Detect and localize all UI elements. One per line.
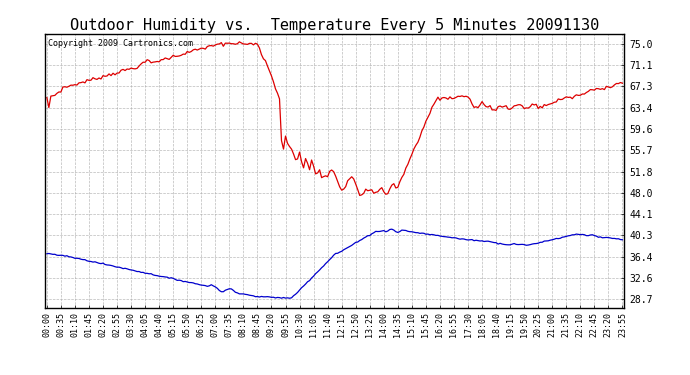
Title: Outdoor Humidity vs.  Temperature Every 5 Minutes 20091130: Outdoor Humidity vs. Temperature Every 5… [70, 18, 600, 33]
Text: Copyright 2009 Cartronics.com: Copyright 2009 Cartronics.com [48, 39, 193, 48]
